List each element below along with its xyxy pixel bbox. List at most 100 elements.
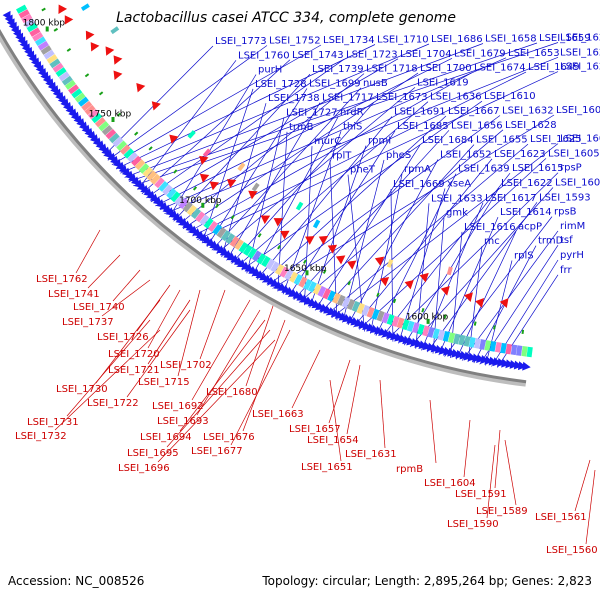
green-marker <box>322 269 327 274</box>
reverse-gene-arrow <box>280 230 290 240</box>
forward-gene-label: rpsP <box>560 163 582 174</box>
gene-color-block <box>49 58 61 69</box>
reverse-gene-arrow <box>169 134 179 144</box>
forward-leader-line <box>128 42 538 182</box>
forward-gene-label: LSEI_1656 <box>451 120 503 131</box>
reverse-gene-label: LSEI_1741 <box>48 289 100 300</box>
forward-gene-label: pheT <box>350 165 376 176</box>
gene-color-block <box>203 217 214 229</box>
reverse-leader-line <box>329 379 342 462</box>
gene-color-block <box>116 140 127 152</box>
gene-color-block <box>87 108 99 120</box>
reverse-leader-line <box>54 329 161 431</box>
reverse-color-block <box>295 201 304 211</box>
reverse-gene-label: LSEI_1732 <box>15 431 67 442</box>
gene-color-block <box>427 326 435 338</box>
forward-gene-label: LSEI_1619 <box>417 77 469 88</box>
green-marker <box>473 321 477 326</box>
gene-color-block <box>270 261 280 273</box>
forward-gene-label: LSEI_1615 <box>512 163 564 174</box>
forward-leader-line <box>192 71 527 237</box>
green-marker <box>173 169 178 174</box>
forward-leader-line <box>137 60 237 191</box>
gene-color-block <box>463 335 471 347</box>
forward-gene-label: frr <box>560 265 572 276</box>
forward-leader-line <box>164 56 559 215</box>
reverse-gene-arrow <box>379 276 390 287</box>
gene-color-block <box>162 184 173 196</box>
forward-gene-label: LSEI_1617 <box>485 193 537 204</box>
gene-color-block <box>119 144 131 155</box>
gene-color-block <box>322 288 332 300</box>
forward-leader-line <box>159 57 507 211</box>
gene-color-block <box>284 269 294 281</box>
forward-leader-line <box>369 174 403 334</box>
gene-color-block <box>432 328 440 340</box>
forward-leader-line <box>353 158 493 328</box>
forward-gene-label: gmk <box>446 208 468 219</box>
gene-color-block <box>442 330 451 342</box>
forward-gene-label: LSEI_1684 <box>422 135 474 146</box>
reverse-leader-line <box>166 329 271 448</box>
forward-leader-line <box>226 102 321 261</box>
forward-leader-line <box>111 44 322 166</box>
gene-color-block <box>58 71 70 82</box>
gene-color-block <box>158 181 169 192</box>
reverse-gene-label: LSEI_1740 <box>73 302 125 313</box>
forward-gene-label: LSEI_1600 <box>555 178 600 189</box>
reverse-gene-arrow <box>151 101 161 111</box>
kbp-tick <box>305 270 309 276</box>
forward-gene-label: LSEI_1669 <box>393 179 445 190</box>
forward-leader-line <box>375 173 457 336</box>
forward-leader-line <box>107 45 268 161</box>
forward-gene-label: rpmI <box>368 136 391 147</box>
forward-gene-label: LSEI_1653 <box>508 48 560 59</box>
forward-gene-label: LSEI_1727 <box>286 108 338 119</box>
forward-leader-line <box>197 71 559 241</box>
forward-gene-label: LSEI_1622 <box>501 178 553 189</box>
gene-color-block <box>317 285 327 298</box>
forward-leader-line <box>103 45 214 157</box>
forward-gene-label: LSEI_1704 <box>400 49 452 60</box>
reverse-leader-line <box>574 459 591 512</box>
reverse-gene-label: LSEI_1702 <box>160 360 212 371</box>
gene-color-block <box>207 220 218 232</box>
forward-leader-line <box>241 100 483 271</box>
reverse-leader-line <box>585 469 596 545</box>
reverse-leader-line <box>346 364 361 435</box>
reverse-gene-label: LSEI_1693 <box>157 416 209 427</box>
forward-leader-line <box>282 131 342 295</box>
green-marker <box>66 47 72 52</box>
gene-color-block <box>411 322 420 334</box>
gene-labels: LSEI_1773 LSEI_1752 LSEI_1734 LSEI_1710 LSEI… <box>15 33 600 557</box>
reverse-gene-label: LSEI_1560 <box>546 545 598 556</box>
gene-color-block <box>29 27 41 37</box>
kbp-label: 1750 kbp <box>89 110 132 120</box>
green-marker <box>98 91 104 96</box>
forward-gene-label: LSEI_1632 <box>502 106 554 117</box>
kbp-tick <box>201 202 205 208</box>
gene-color-block <box>16 4 28 14</box>
forward-leader-line <box>182 72 419 230</box>
reverse-color-block <box>237 162 246 172</box>
gene-color-block <box>401 319 410 331</box>
gene-color-block <box>134 159 146 171</box>
gene-color-block <box>138 163 150 174</box>
gene-color-block <box>516 345 523 356</box>
reverse-gene-label: LSEI_1561 <box>535 512 587 523</box>
green-marker <box>192 186 198 191</box>
forward-gene-label: LSEI_1623 <box>494 149 546 160</box>
gene-color-block <box>293 274 303 286</box>
reverse-leader-line <box>196 309 261 416</box>
reverse-gene-label: LSEI_1604 <box>424 478 476 489</box>
forward-gene-label: LSEI_1593 <box>539 192 591 203</box>
gene-color-block <box>526 346 533 358</box>
reverse-gene-arrow <box>199 155 209 165</box>
forward-gene-label: LSEI_1606 <box>560 134 600 145</box>
reverse-leader-line <box>429 399 437 464</box>
gene-color-block <box>473 338 481 349</box>
green-marker <box>257 233 262 238</box>
reverse-gene-label: LSEI_1676 <box>203 432 255 443</box>
gene-color-block <box>484 340 492 351</box>
